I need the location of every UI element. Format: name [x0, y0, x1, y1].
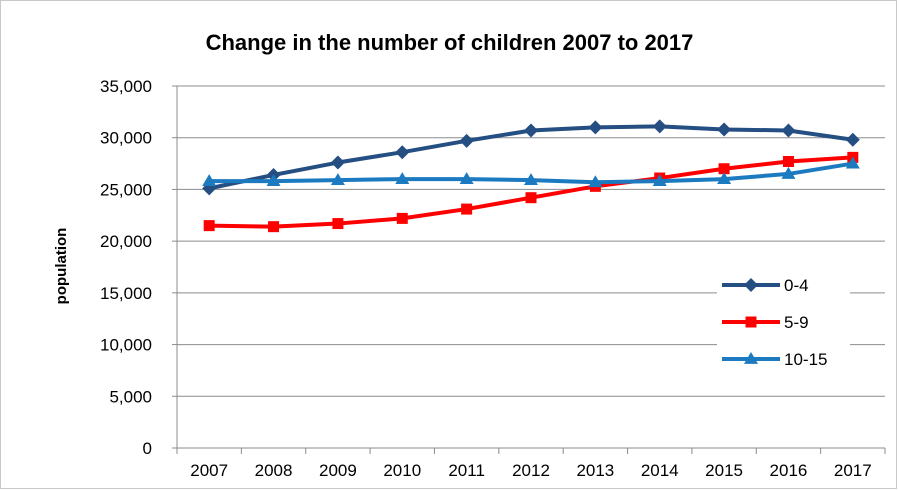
data-point [525, 192, 537, 204]
data-point [266, 174, 281, 187]
data-point [717, 172, 732, 184]
x-tick-label: 2012 [512, 461, 550, 480]
data-point [459, 172, 474, 184]
y-tick-label: 35,000 [100, 77, 152, 96]
x-tick-label: 2017 [834, 461, 872, 480]
axes [172, 85, 886, 454]
y-tick-label: 20,000 [100, 232, 152, 251]
data-point [203, 220, 215, 232]
legend-item: 0-4 [722, 276, 809, 295]
y-tick-label: 25,000 [100, 180, 152, 199]
data-point [395, 172, 410, 184]
legend-item: 5-9 [722, 313, 809, 332]
y-tick-labels: 0 5,000 10,000 15,000 20,000 25,000 30,000 35,0… [100, 77, 152, 458]
y-tick-label: 30,000 [100, 129, 152, 148]
data-point [717, 122, 732, 137]
series-group [202, 119, 860, 233]
y-axis-label: population [53, 228, 70, 305]
x-tick-label: 2009 [319, 461, 357, 480]
y-tick-label: 15,000 [100, 284, 152, 303]
data-point [782, 156, 794, 168]
data-point [781, 123, 796, 138]
data-point [524, 123, 538, 138]
chart-title: Change in the number of children 2007 to… [205, 30, 694, 55]
x-tick-label: 2007 [190, 461, 228, 480]
data-point [524, 173, 538, 186]
data-point [845, 156, 860, 169]
legend: 0-4 5-9 10-15 [717, 264, 850, 392]
data-point [395, 145, 410, 160]
x-tick-label: 2013 [576, 461, 614, 480]
legend-label: 5-9 [784, 313, 809, 332]
x-tick-label: 2014 [641, 461, 679, 480]
data-point [718, 163, 730, 175]
x-tick-label: 2010 [383, 461, 421, 480]
x-tick-label: 2011 [448, 461, 485, 480]
x-tick-label: 2008 [255, 461, 293, 480]
data-point [459, 133, 474, 148]
data-point [330, 155, 345, 170]
series-10-15 [202, 156, 860, 188]
data-point [332, 218, 344, 230]
legend-marker [745, 316, 757, 328]
x-tick-label: 2016 [770, 461, 808, 480]
data-point [781, 166, 796, 179]
legend-marker [744, 278, 758, 292]
data-point [588, 120, 603, 135]
data-point [268, 221, 280, 233]
x-tick-label: 2015 [705, 461, 743, 480]
y-tick-label: 0 [143, 439, 152, 458]
data-point [588, 175, 603, 188]
series-5-9 [203, 151, 859, 233]
data-point [652, 119, 667, 134]
data-point [396, 212, 408, 224]
y-tick-label: 10,000 [100, 336, 152, 355]
legend-item: 10-15 [722, 350, 827, 369]
data-point [330, 173, 345, 186]
data-point [202, 174, 217, 187]
data-point [652, 174, 667, 187]
y-tick-label: 5,000 [109, 387, 152, 406]
legend-marker [744, 352, 758, 364]
data-point [845, 132, 860, 147]
data-point [461, 203, 473, 215]
legend-label: 0-4 [784, 276, 809, 295]
x-tick-labels: 2007 2008 2009 2010 2011 2012 2013 2014 2015 2016… [190, 461, 871, 480]
legend-label: 10-15 [784, 350, 827, 369]
